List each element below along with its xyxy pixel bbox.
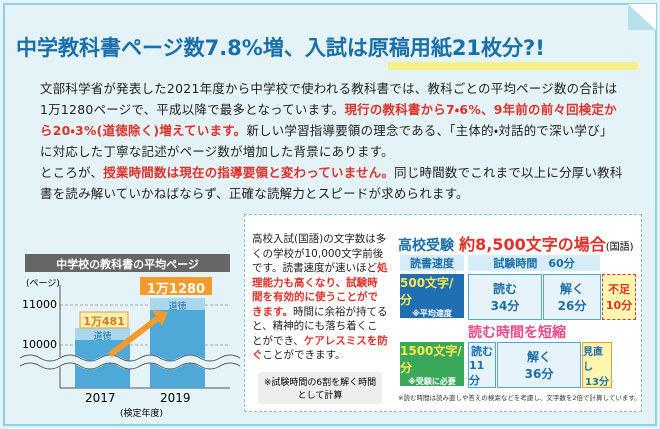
- explanation: 高校入試(国語)の文字数は多くの学校が10,000文字前後です。読書速度が速いほ…: [252, 232, 388, 363]
- middle-label: 読む時間を短縮: [468, 325, 566, 341]
- text: 11分: [469, 358, 485, 387]
- text: ことができます。: [262, 349, 346, 361]
- text: 10分: [605, 299, 633, 312]
- text: 26分: [557, 299, 587, 313]
- cell: 見直し 13分: [582, 342, 612, 388]
- text: 34分: [490, 299, 520, 313]
- tick-label: 11000: [22, 298, 57, 311]
- header: 試験時間 60分: [468, 255, 600, 271]
- text: ところが、: [40, 165, 104, 180]
- emphasis: 現行の教科書から7・6%、9年前の前々回検定から20・3%(道徳除く)増えていま…: [40, 102, 617, 138]
- x-label: 2017: [85, 391, 116, 405]
- cell: 解く 26分: [543, 274, 601, 320]
- speed: 500文字/分 ※平均速度: [400, 274, 464, 318]
- text: 同じ時間数でこれまで以上に分厚い教科書を読み解いていかねばならず、正確な読解力と…: [40, 165, 623, 201]
- text: 高校受験: [398, 238, 454, 254]
- cell: 読む 34分: [468, 274, 542, 320]
- note: ※試験時間の6割を解く時間として計算: [258, 372, 382, 404]
- tick-label: 10000: [22, 338, 57, 351]
- bar-label: 1万481: [83, 315, 125, 328]
- text: 13分: [585, 376, 609, 388]
- chart-title: 中学校の教科書の平均ページ: [56, 258, 199, 271]
- footnote: ※読む時間は読み直しや答えの検索などを考慮し、文字数を2倍で計算しています。: [398, 394, 641, 402]
- text: 見直し: [583, 346, 603, 373]
- bar-label: 1万1280: [146, 282, 206, 297]
- cell: 解く 36分: [497, 342, 581, 388]
- unit: (ページ): [26, 279, 60, 289]
- panel-title: 高校受験 約8,500文字の場合(国語): [398, 231, 634, 255]
- cell: 読む 11分: [468, 342, 496, 388]
- text: 読む: [492, 282, 517, 296]
- emphasis: 処理能力も高くなり、試験時間を有効的に使うことができます。: [252, 262, 388, 318]
- segment-label: 道徳: [93, 332, 112, 342]
- text: 読む: [471, 344, 493, 358]
- emphasis: ケアレスミスを防ぐ: [252, 334, 388, 362]
- text: 文部科学省が発表した2021年度から中学校で使われる教科書では、教科ごとの平均ペ…: [40, 81, 618, 117]
- text: 時間に余裕が持てると、精神的にも落ち着くことができ、: [252, 305, 388, 347]
- title-highlight: [388, 62, 638, 70]
- cell: 不足 10分: [602, 274, 636, 320]
- text: 解く: [526, 350, 551, 364]
- x-note: (検定年度): [120, 409, 164, 419]
- paragraph: 文部科学省が発表した2021年度から中学校で使われる教科書では、教科ごとの平均ペ…: [40, 78, 625, 204]
- text: 不足: [608, 283, 630, 296]
- text: 解く: [559, 282, 584, 296]
- text: ※平均速度: [412, 308, 452, 318]
- emphasis: 授業時間数は現在の指導要領と変わっていません。: [103, 165, 395, 180]
- text: 新しい学習指導要領の理念である、「主体的・対話的で深い学び」に対応した丁寧な記述…: [40, 123, 613, 159]
- text: 1500文字/分: [400, 343, 462, 375]
- speed: 1500文字/分 ※受験に必要: [400, 342, 464, 386]
- x-label: 2019: [160, 391, 191, 405]
- text: 高校入試(国語)の文字数は多くの学校が10,000文字前後です。読書速度が速いほ…: [252, 233, 387, 274]
- text: ※受験に必要: [408, 376, 456, 386]
- text: 36分: [524, 367, 554, 381]
- segment-label: 道徳: [168, 302, 187, 312]
- text: (国語): [605, 242, 634, 253]
- emphasis: 約8,500文字の場合: [459, 235, 606, 254]
- header: 読書速度: [400, 255, 464, 271]
- title: 中学教科書ページ数7.8%増、入試は原稿用紙21枚分?!: [16, 36, 545, 60]
- text: 500文字/分: [400, 275, 454, 307]
